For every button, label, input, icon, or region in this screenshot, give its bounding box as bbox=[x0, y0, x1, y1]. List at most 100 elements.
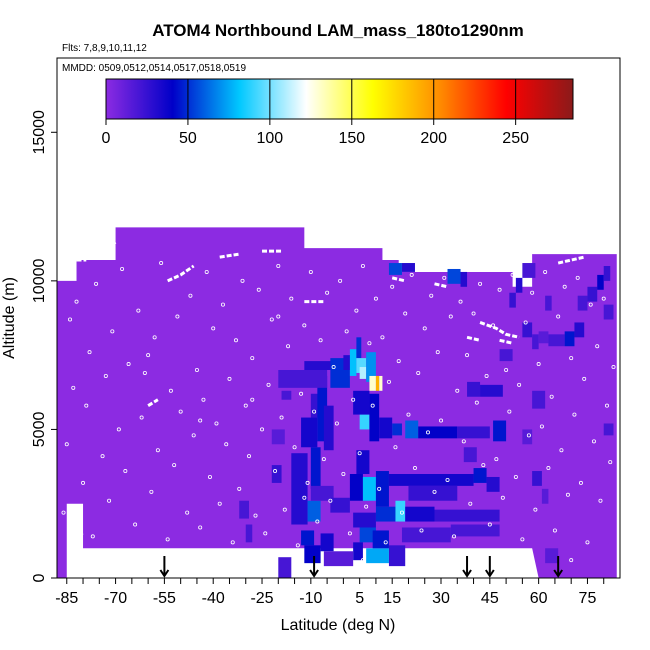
sample-point bbox=[439, 418, 444, 423]
x-tick-label: -40 bbox=[202, 590, 225, 607]
heatmap-cell bbox=[359, 527, 376, 543]
sample-point bbox=[201, 397, 206, 402]
sample-point bbox=[155, 448, 160, 453]
sample-point bbox=[481, 463, 486, 468]
sample-point bbox=[536, 362, 541, 367]
sample-point bbox=[425, 430, 430, 435]
sample-point bbox=[341, 471, 346, 476]
sample-point bbox=[286, 344, 291, 349]
sample-point bbox=[487, 522, 492, 527]
heatmap-cell bbox=[379, 417, 393, 439]
flight-track bbox=[466, 335, 481, 342]
sample-point bbox=[575, 275, 580, 280]
sample-point bbox=[276, 263, 281, 268]
sample-point bbox=[94, 281, 99, 286]
plot-frame bbox=[56, 57, 621, 579]
sample-point bbox=[295, 543, 300, 548]
heatmap-cell bbox=[353, 542, 363, 561]
sample-point bbox=[292, 445, 297, 450]
sample-point bbox=[439, 249, 444, 254]
heatmap-cell bbox=[310, 393, 321, 418]
sample-point bbox=[198, 525, 203, 530]
flight-track bbox=[499, 338, 513, 345]
sample-point bbox=[220, 302, 225, 307]
latitude-arrow bbox=[159, 556, 170, 578]
sample-point bbox=[71, 385, 76, 390]
x-tick-label: 30 bbox=[432, 590, 450, 607]
heatmap-cell bbox=[353, 512, 376, 528]
heatmap-cell bbox=[499, 349, 513, 362]
heatmap-cell bbox=[603, 423, 614, 436]
sample-point bbox=[562, 284, 567, 289]
sample-point bbox=[422, 326, 427, 331]
sample-point bbox=[299, 391, 304, 396]
heatmap-cell bbox=[434, 509, 500, 522]
sample-point bbox=[517, 555, 522, 560]
flight-track bbox=[479, 321, 520, 339]
sample-point bbox=[243, 403, 248, 408]
x-tick-label: -70 bbox=[104, 590, 127, 607]
sample-point bbox=[233, 338, 238, 343]
sample-point bbox=[429, 293, 434, 298]
sample-point bbox=[159, 261, 164, 266]
sample-point bbox=[386, 379, 391, 384]
y-axis-label: Altitude (m) bbox=[1, 277, 18, 359]
heatmap-cell bbox=[307, 500, 321, 522]
sample-point bbox=[191, 433, 196, 438]
sample-point bbox=[461, 439, 466, 444]
sample-point bbox=[549, 394, 554, 399]
heatmap-cell bbox=[375, 375, 380, 391]
sample-point bbox=[585, 540, 590, 545]
flight-track bbox=[98, 240, 117, 253]
colorbar-tick-label: 0 bbox=[102, 130, 111, 147]
x-tick-label: -55 bbox=[153, 590, 176, 607]
heatmap-cell bbox=[447, 268, 461, 284]
heatmap-cell bbox=[291, 453, 308, 525]
sample-point bbox=[325, 290, 330, 295]
sample-point bbox=[260, 427, 265, 432]
colorbar-tick-label: 150 bbox=[338, 130, 365, 147]
sample-point bbox=[403, 311, 408, 316]
sample-point bbox=[217, 501, 222, 506]
sample-point bbox=[588, 302, 593, 307]
sample-point bbox=[442, 275, 447, 280]
latitude-arrow bbox=[553, 556, 563, 578]
heatmap-cell bbox=[362, 476, 376, 501]
heatmap-cell bbox=[463, 447, 477, 463]
sample-point bbox=[526, 433, 531, 438]
sample-point bbox=[84, 403, 89, 408]
sample-point bbox=[211, 326, 216, 331]
sample-point bbox=[302, 495, 307, 500]
x-axis-label: Latitude (deg N) bbox=[281, 617, 396, 634]
heatmap-cell bbox=[388, 545, 406, 567]
sample-point bbox=[266, 382, 271, 387]
sample-point bbox=[175, 314, 180, 319]
x-tick-label: 15 bbox=[383, 590, 401, 607]
sample-point bbox=[318, 338, 323, 343]
sample-point bbox=[500, 495, 505, 500]
heatmap-cell bbox=[538, 331, 549, 344]
sample-point bbox=[520, 537, 525, 542]
heatmap-cell bbox=[515, 277, 523, 293]
dates-subtitle: MMDD: 0509,0512,0514,0517,0518,0519 bbox=[62, 63, 246, 74]
sample-point bbox=[308, 269, 313, 274]
heatmap-cell bbox=[356, 337, 362, 359]
flights-subtitle: Flts: 7,8,9,10,11,12 bbox=[62, 43, 147, 54]
heatmap-cell bbox=[317, 375, 328, 442]
sample-point bbox=[207, 474, 212, 479]
sample-point bbox=[543, 269, 548, 274]
flight-track bbox=[557, 255, 585, 265]
y-tick-label: 15000 bbox=[31, 110, 48, 155]
y-tick-label: 0 bbox=[31, 573, 48, 582]
sample-point bbox=[448, 314, 453, 319]
plot-area bbox=[57, 222, 617, 578]
heatmap-cell bbox=[369, 375, 376, 391]
heatmap-cell bbox=[493, 420, 507, 442]
heatmap-cell bbox=[323, 551, 354, 567]
heatmap-cell bbox=[366, 548, 389, 564]
sample-point bbox=[347, 531, 352, 536]
heatmap-cell bbox=[532, 471, 542, 486]
sample-point bbox=[370, 403, 375, 408]
heatmap-cell bbox=[330, 497, 350, 513]
colorbar-tick-label: 50 bbox=[179, 130, 197, 147]
